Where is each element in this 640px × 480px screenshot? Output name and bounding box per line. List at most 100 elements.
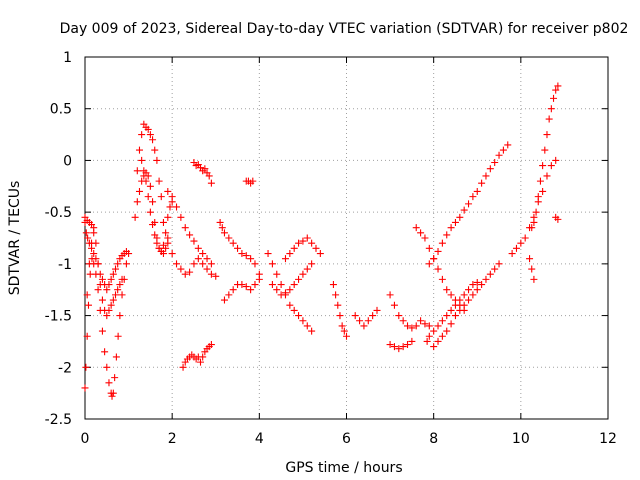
data-point (164, 187, 172, 195)
data-point (552, 86, 560, 94)
data-point (465, 296, 473, 304)
data-point (412, 224, 420, 232)
data-point (116, 281, 124, 289)
data-point (207, 179, 215, 187)
y-tick-label: 0 (63, 153, 72, 169)
data-point (430, 343, 438, 351)
data-point (151, 146, 159, 154)
data-point (242, 252, 250, 260)
data-point (144, 172, 152, 180)
series-t10 (190, 158, 215, 187)
series-t21 (386, 337, 416, 353)
data-point (295, 312, 303, 320)
data-point (482, 172, 490, 180)
data-point (499, 146, 507, 154)
data-point (290, 306, 298, 314)
data-point (373, 306, 381, 314)
data-point (456, 301, 464, 309)
data-point (286, 286, 294, 294)
series-t6 (133, 120, 165, 201)
data-point (173, 203, 181, 211)
y-tick-label: 1 (63, 50, 72, 66)
grid-lines (85, 57, 608, 419)
x-axis-title: GPS time / hours (285, 460, 402, 476)
data-point (295, 275, 303, 283)
data-point (332, 291, 340, 299)
data-point (105, 281, 113, 289)
data-point (421, 234, 429, 242)
data-point (434, 265, 442, 273)
data-point (196, 358, 204, 366)
data-point (225, 291, 233, 299)
series-t28 (526, 255, 538, 283)
data-point (343, 332, 350, 340)
data-point (356, 317, 364, 325)
data-point (434, 247, 442, 255)
data-point (122, 260, 130, 268)
data-point (290, 281, 298, 289)
series-t24 (430, 260, 503, 351)
data-point (177, 213, 185, 221)
data-point (109, 270, 117, 278)
data-point (82, 229, 90, 237)
data-point (390, 301, 398, 309)
data-point (495, 260, 503, 268)
data-point (242, 283, 250, 291)
data-point (417, 317, 425, 325)
data-point (530, 275, 538, 283)
data-point (138, 156, 146, 164)
data-point (550, 94, 558, 102)
data-point (425, 244, 433, 252)
data-point (133, 167, 141, 175)
data-point (153, 239, 161, 247)
data-point (199, 260, 207, 268)
data-point (203, 255, 211, 263)
data-point (107, 275, 115, 283)
series-t18 (329, 281, 350, 340)
x-tick-label: 4 (255, 431, 264, 447)
data-point (308, 239, 316, 247)
data-points (81, 82, 562, 400)
series-t8 (159, 218, 220, 280)
data-point (88, 255, 96, 263)
data-point (521, 234, 529, 242)
data-point (408, 337, 416, 345)
data-point (465, 286, 473, 294)
data-point (543, 172, 551, 180)
data-point (456, 213, 464, 221)
data-point (155, 177, 163, 185)
data-point (216, 218, 224, 226)
data-point (473, 286, 481, 294)
data-point (159, 250, 167, 258)
data-point (173, 260, 181, 268)
data-point (162, 229, 170, 237)
data-point (360, 322, 368, 330)
data-point (277, 281, 285, 289)
series-t11 (179, 341, 215, 371)
data-point (273, 286, 281, 294)
data-point (312, 244, 320, 252)
data-point (399, 343, 407, 351)
data-point (399, 317, 407, 325)
data-point (443, 312, 451, 320)
data-point (539, 187, 547, 195)
data-point (229, 239, 237, 247)
data-point (103, 363, 111, 371)
data-point (199, 250, 207, 258)
data-point (205, 172, 213, 180)
data-point (451, 312, 459, 320)
data-point (98, 327, 106, 335)
data-point (425, 332, 433, 340)
data-point (138, 131, 146, 139)
series-t14 (242, 177, 257, 187)
data-point (460, 306, 468, 314)
y-tick-label: -1.5 (45, 309, 72, 325)
data-point (390, 343, 398, 351)
series-t27 (528, 82, 562, 232)
data-point (251, 260, 259, 268)
data-point (162, 244, 170, 252)
data-point (168, 193, 176, 201)
data-point (473, 187, 481, 195)
data-point (530, 218, 538, 226)
data-point (90, 224, 98, 232)
